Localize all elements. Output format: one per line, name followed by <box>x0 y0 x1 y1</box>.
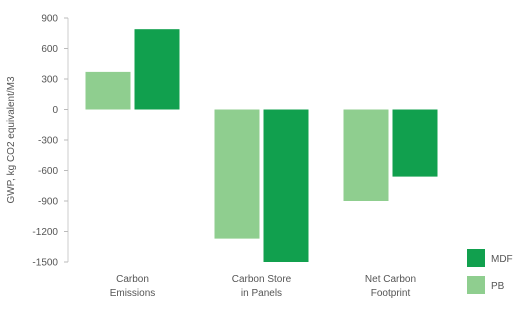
y-tick-label: 300 <box>41 75 58 86</box>
x-category-label: Net Carbon <box>365 274 416 285</box>
x-category-label: Footprint <box>371 288 411 299</box>
legend-label-mdf: MDF <box>491 254 513 265</box>
y-tick-label: 900 <box>41 14 58 25</box>
bar-mdf-1 <box>263 109 309 262</box>
y-axis-title: GWP, kg CO2 equivalent/M3 <box>6 76 17 204</box>
x-category-label: in Panels <box>241 288 282 299</box>
legend-label-pb: PB <box>491 281 505 292</box>
x-category-label: Emissions <box>110 288 156 299</box>
legend-swatch-mdf <box>467 249 485 267</box>
bar-pb-0 <box>85 71 131 110</box>
x-category-label: Carbon Store <box>232 274 292 285</box>
y-tick-label: -1200 <box>32 227 58 238</box>
legend-swatch-pb <box>467 276 485 294</box>
x-category-label: Carbon <box>116 274 149 285</box>
y-tick-label: 600 <box>41 44 58 55</box>
y-tick-label: -1500 <box>32 258 58 269</box>
y-tick-label: 0 <box>52 105 58 116</box>
y-tick-label: -300 <box>38 136 58 147</box>
bar-mdf-2 <box>392 109 438 177</box>
bar-pb-1 <box>214 109 260 239</box>
bar-mdf-0 <box>134 29 180 110</box>
y-tick-label: -600 <box>38 166 58 177</box>
y-tick-label: -900 <box>38 197 58 208</box>
bar-pb-2 <box>343 109 389 201</box>
